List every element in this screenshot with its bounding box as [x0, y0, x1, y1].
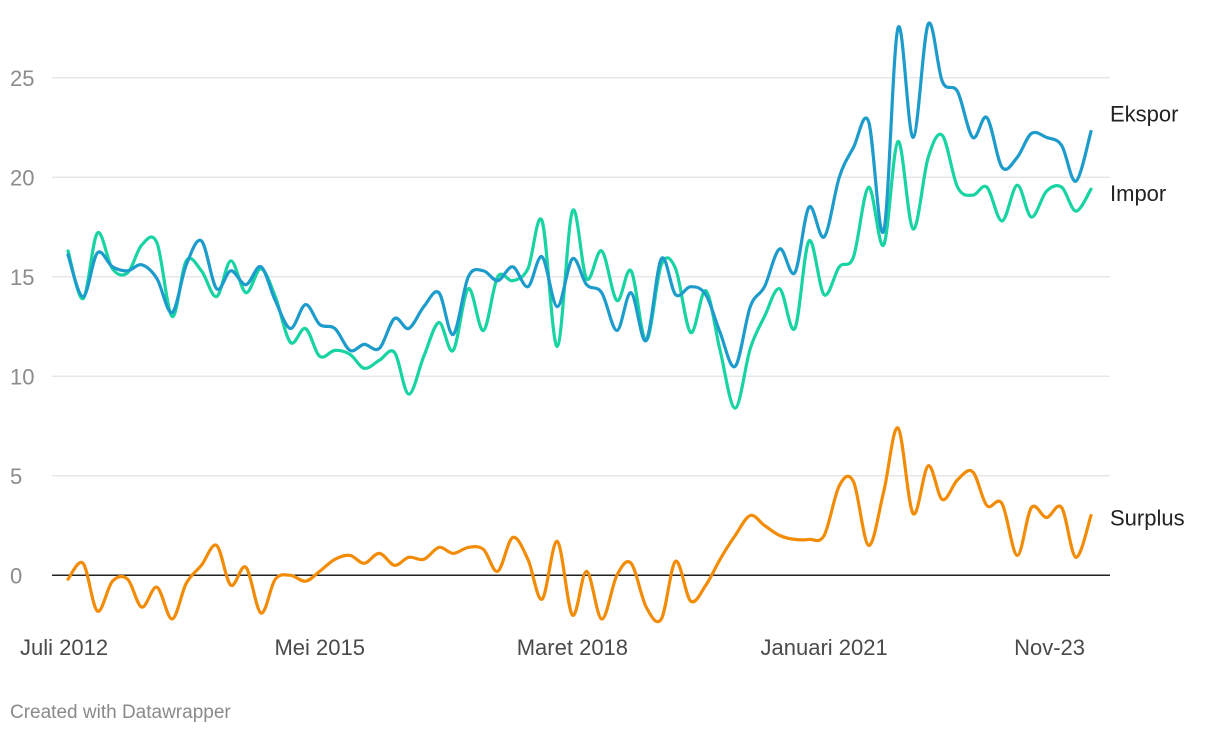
series-label-impor: Impor — [1110, 181, 1166, 206]
x-tick-label: Nov-23 — [1014, 635, 1085, 660]
y-tick-label: 5 — [10, 464, 22, 489]
x-tick-label: Juli 2012 — [20, 635, 108, 660]
y-tick-label: 0 — [10, 563, 22, 588]
series-label-ekspor: Ekspor — [1110, 101, 1178, 126]
series-line-surplus — [66, 426, 1093, 624]
y-tick-label: 20 — [10, 165, 34, 190]
y-axis-tick-labels: 0 5 10 15 20 25 — [10, 66, 34, 589]
gridlines — [52, 77, 1110, 577]
series-line-ekspor — [66, 21, 1093, 369]
credit-text: Created with Datawrapper — [10, 702, 231, 723]
x-axis-tick-labels: Juli 2012 Mei 2015 Maret 2018 Januari 2021 N… — [20, 635, 1085, 660]
y-tick-label: 15 — [10, 265, 34, 290]
y-tick-label: 25 — [10, 66, 34, 91]
series-line-impor — [66, 132, 1093, 410]
y-tick-label: 10 — [10, 364, 34, 389]
x-tick-label: Mei 2015 — [274, 635, 365, 660]
x-tick-label: Januari 2021 — [761, 635, 888, 660]
x-tick-label: Maret 2018 — [517, 635, 628, 660]
series-end-labels: Ekspor Impor Surplus — [1110, 101, 1185, 530]
series-label-surplus: Surplus — [1110, 506, 1185, 531]
series-lines — [66, 21, 1093, 624]
